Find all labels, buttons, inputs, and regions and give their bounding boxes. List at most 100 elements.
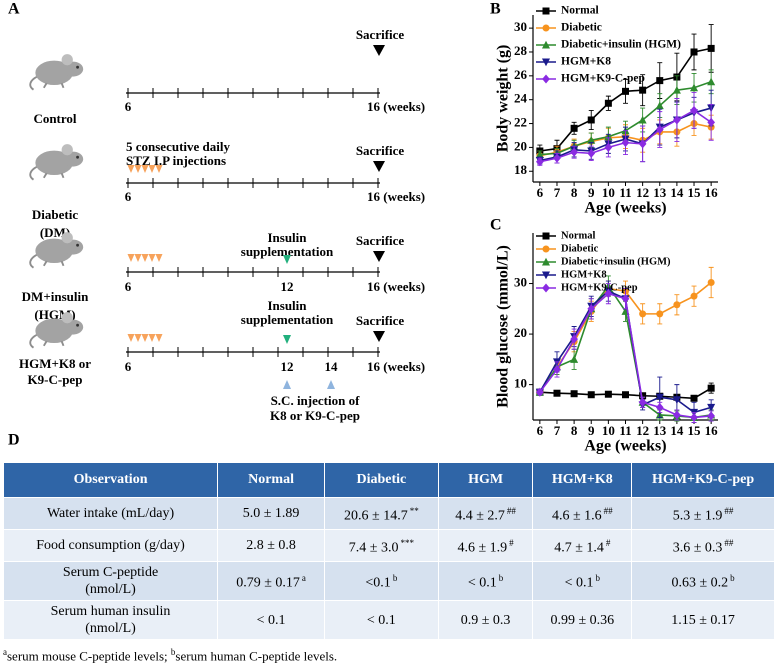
table-cell: 7.4 ± 3.0 *** [324,529,439,562]
table-cell: 4.7 ± 1.4 # [532,529,633,562]
cell-sup: ## [603,505,613,516]
table-cell: 0.63 ± 0.2 b [631,561,775,601]
mouse-icon [29,143,85,181]
figure-panels: A Control Sacrifice 6 16 (weeks) Diabeti… [8,1,718,455]
y-tick-label: 10 [514,376,527,391]
insulin-label: supplementation [241,244,334,259]
sacrifice-marker [373,161,385,172]
injection-label: K8 or K9-C-pep [270,408,360,423]
table-cell: 2.8 ± 0.8 [217,529,325,562]
x-tick-label: 12 [636,185,649,200]
header-cell: HGM+K9-C-pep [631,462,775,498]
y-tick-label: 20 [514,138,527,153]
mouse-icon [29,53,85,91]
legend-label: HGM+K9-C-pep [561,282,638,293]
marker [622,391,629,399]
cell-text: < 0.1 [256,612,286,628]
legend-label: HGM+K8 [561,56,611,68]
legend-marker [541,40,551,49]
marker [707,279,715,287]
table-cell: 4.4 ± 2.7 ## [437,497,534,530]
cell-sup: # [605,537,611,548]
table-cell: < 0.1 [324,600,439,640]
marker [690,292,698,300]
x-tick-label: 15 [688,423,702,438]
legend-marker [542,283,550,293]
legend-label: Normal [561,5,599,17]
legend-marker [542,232,550,240]
header-cell: Diabetic [324,462,439,498]
stz-marker [141,165,149,173]
sacrifice-label: Sacrifice [356,233,405,248]
x-tick-label: 9 [588,185,595,200]
marker [536,387,544,397]
legend-label: Diabetic+insulin (HGM) [561,39,681,51]
week-label: 12 [281,279,294,294]
legend-label: HGM+K8 [561,269,607,280]
x-tick-label: 6 [537,423,544,438]
week-label: 16 (weeks) [367,189,425,204]
y-tick-label: 28 [514,43,528,58]
cell-text: 4.6 ± 1.6 [551,508,602,524]
panel-label: D [8,432,20,449]
injection-marker [327,380,335,389]
insulin-label: Insulin [267,298,307,313]
week-label: 14 [325,359,339,374]
x-tick-label: 8 [571,423,578,438]
cell-text: 0.79 ± 0.17 [236,575,300,591]
cell-text: 3.6 ± 0.3 [672,540,723,556]
marker [673,301,681,309]
marker [587,148,596,158]
y-tick-label: 30 [514,19,527,34]
x-axis-label: Age (weeks) [584,438,666,455]
marker [570,124,578,132]
group-label: HGM+K8 or [19,356,91,371]
marker [672,396,681,404]
x-tick-label: 6 [537,185,544,200]
cell-text: < 0.1 [366,612,396,628]
sacrifice-label: Sacrifice [356,143,405,158]
stz-label: STZ I.P injections [126,153,226,168]
table-cell: 0.99 ± 0.36 [532,600,633,640]
y-axis-label: Body weight (g) [495,45,512,153]
header-row: Observation Normal Diabetic HGM HGM+K8 HGM+K9… [2,462,775,498]
sacrifice-marker [373,45,385,56]
x-tick-label: 7 [554,185,561,200]
y-tick-label: 30 [514,275,527,290]
insulin-label: supplementation [241,312,334,327]
group-label: Diabetic [32,207,78,222]
cell-line: Water intake (mL/day) [46,506,175,521]
stz-marker [148,165,156,173]
cell-sup: a [301,573,306,584]
marker [570,334,578,344]
stz-marker [134,165,142,173]
table-cell: 3.6 ± 0.3 ## [631,529,775,562]
marker [587,391,595,399]
table-row: Serum human insulin (nmol/L) < 0.1 < 0.1 0.9… [2,600,775,640]
legend-label: Diabetic [561,22,602,34]
marker [673,115,681,125]
marker [655,101,664,110]
marker [570,390,578,398]
table-cell: < 0.1 [217,600,325,640]
stz-label: 5 consecutive daily [126,139,230,154]
marker [690,48,698,56]
marker [587,136,596,144]
table-cell: Serum human insulin (nmol/L) [2,600,219,640]
table-cell: 4.6 ± 1.6 ## [532,497,633,530]
data-table: Observation Normal Diabetic HGM HGM+K8 HGM+K9… [2,462,775,640]
cell-sup: ## [724,537,734,548]
cell-sup: b [498,573,504,584]
cell-text: < 0.1 [564,575,594,591]
legend-label: Normal [561,230,595,241]
table-cell: 5.3 ± 1.9 ## [631,497,775,530]
marker [638,139,647,149]
group-label: DM+insulin [22,289,89,304]
cell-text: 5.0 ± 1.89 [242,506,300,521]
cell-line: Food consumption (g/day) [36,538,185,553]
table-cell: Food consumption (g/day) [2,529,219,562]
marker [553,153,561,163]
cell-text: <0.1 [365,575,391,591]
marker [621,138,630,148]
